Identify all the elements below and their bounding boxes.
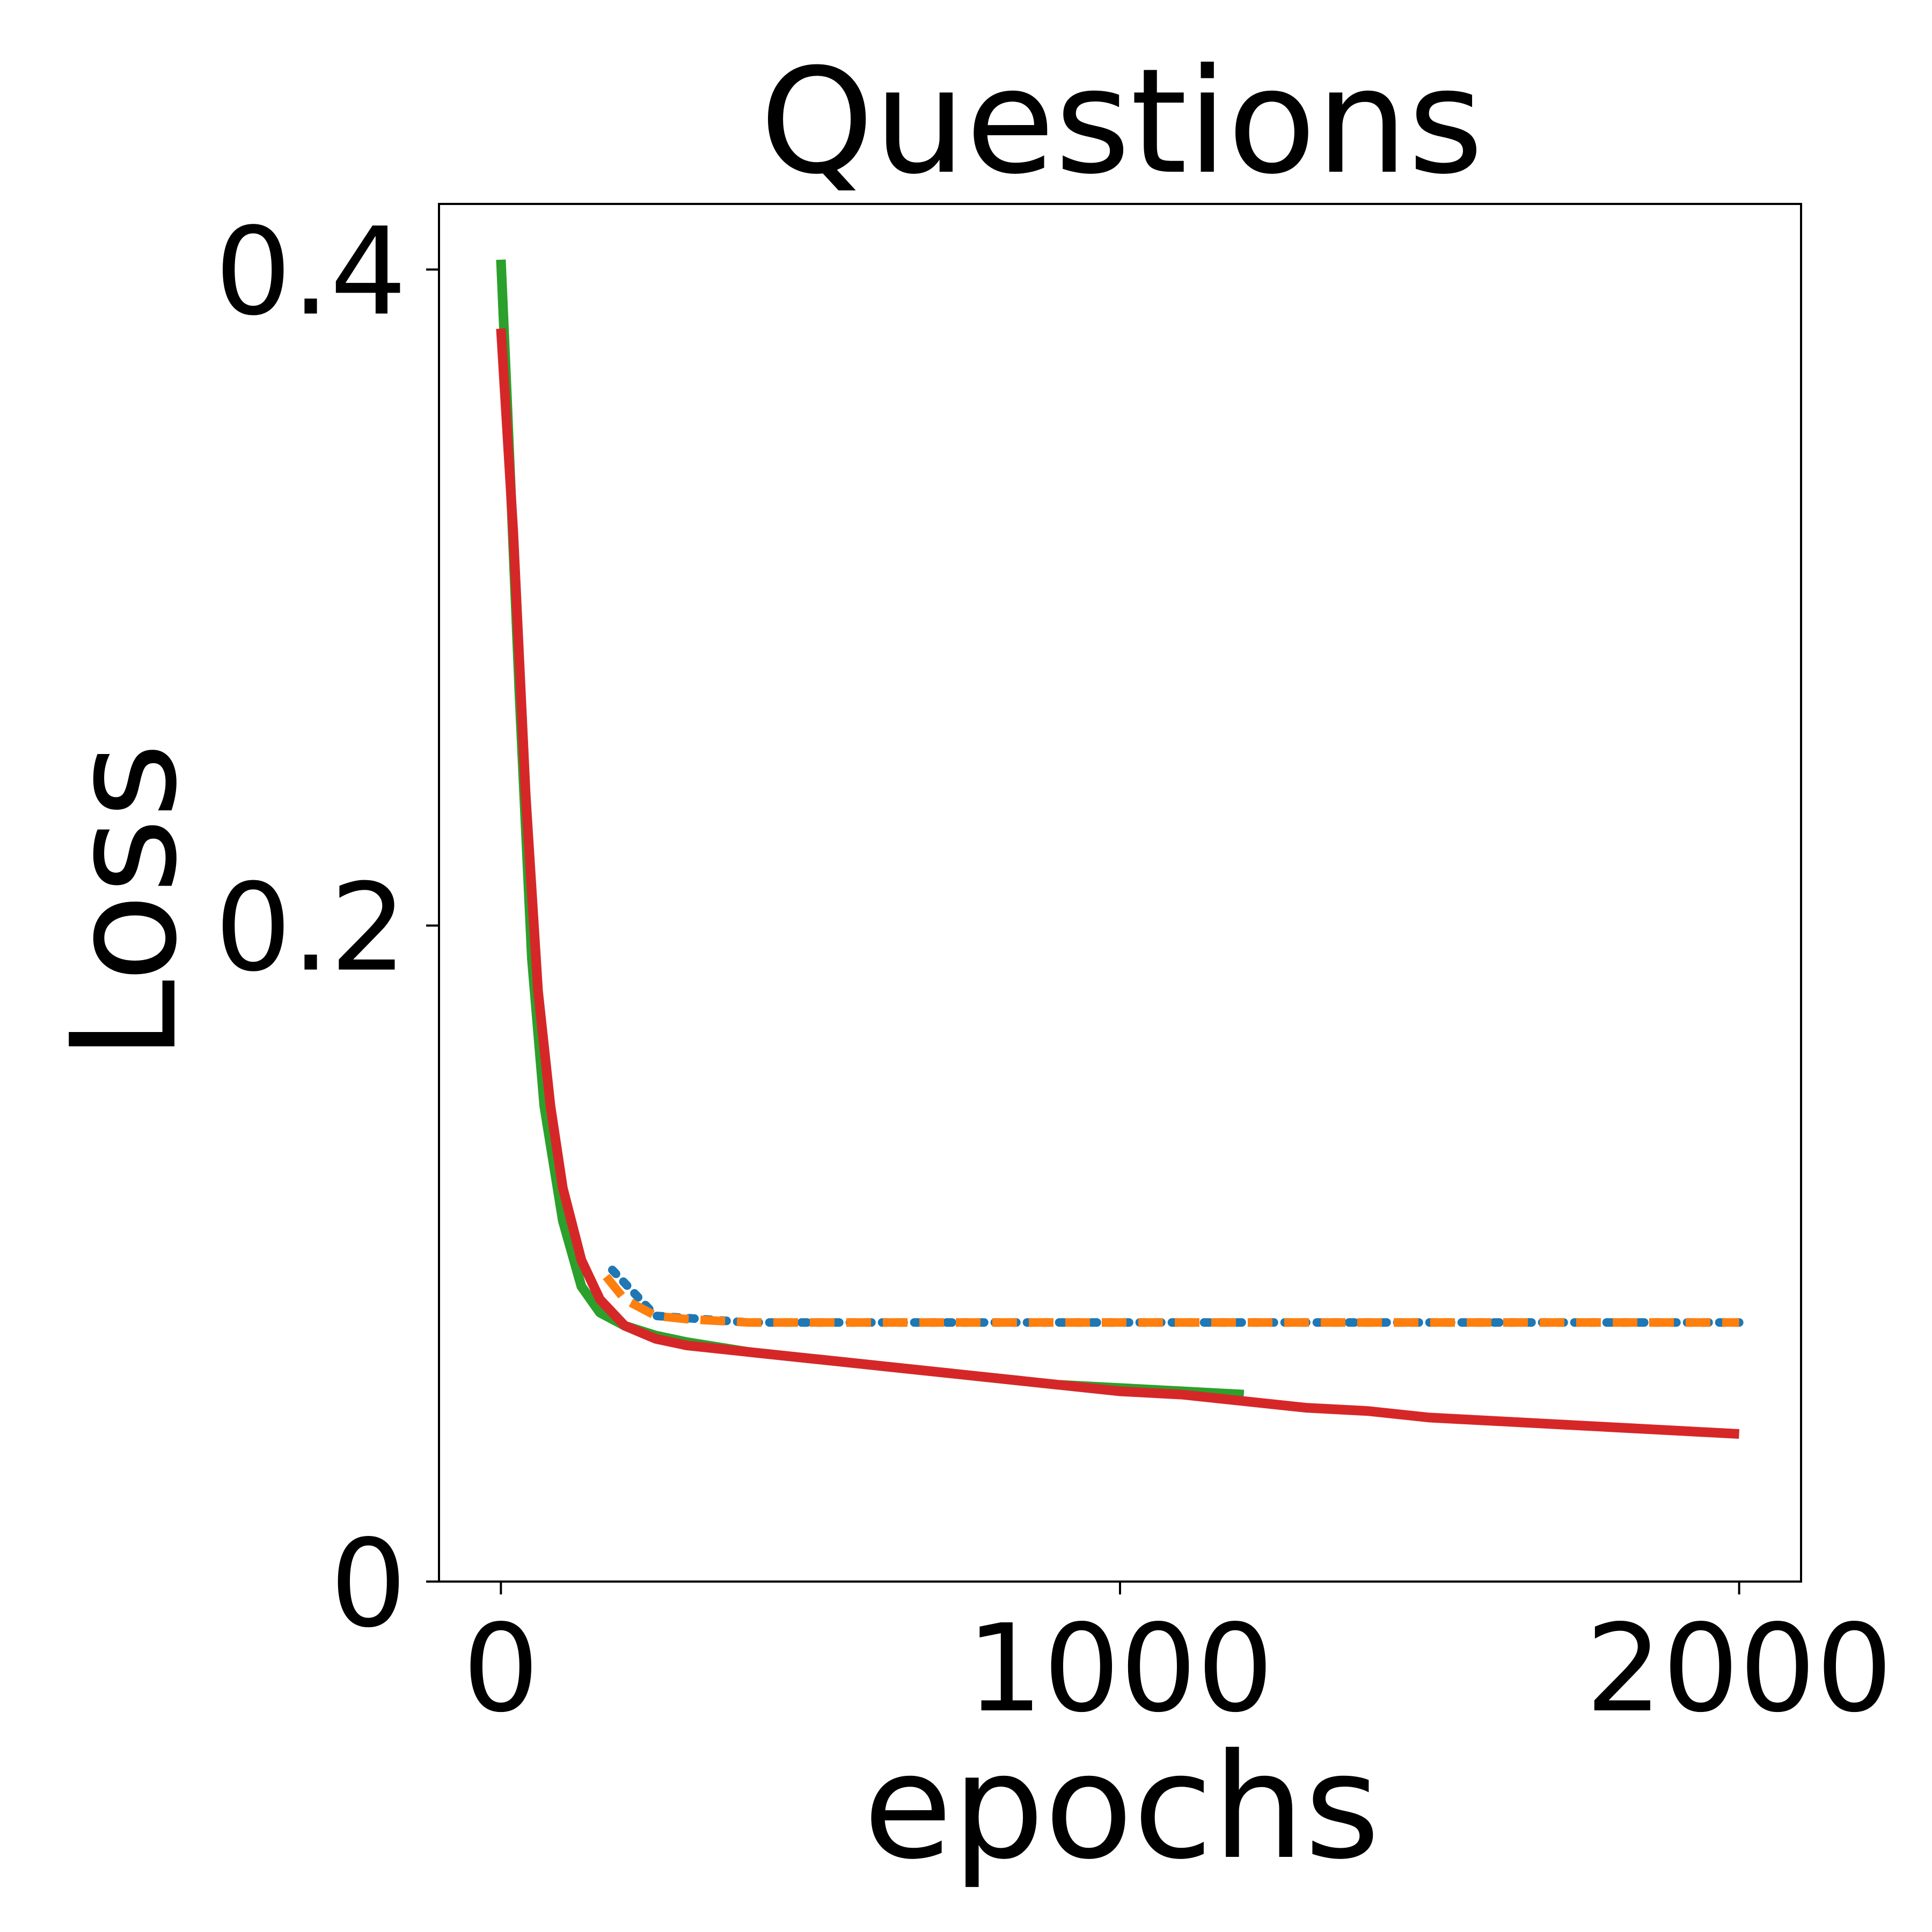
series-line-3 xyxy=(496,259,1245,1400)
plot-frame xyxy=(438,203,1802,1583)
axes: 0 1000 2000 0 0.2 0.4 xyxy=(215,202,1893,1739)
x-axis-label: epochs xyxy=(863,1722,1380,1891)
x-tick-label: 2000 xyxy=(1585,1599,1893,1739)
y-tick-label: 0 xyxy=(330,1514,407,1655)
series-line-1 xyxy=(608,1265,1744,1327)
x-tick-label: 1000 xyxy=(967,1599,1274,1739)
series-line-4 xyxy=(496,328,1740,1439)
series-line-2 xyxy=(603,1274,1739,1327)
y-axis-label: Loss xyxy=(40,743,209,1060)
chart-title: Questions xyxy=(760,37,1483,206)
plot-area xyxy=(496,259,1744,1439)
x-tick-label: 0 xyxy=(463,1599,539,1739)
y-tick-label: 0.4 xyxy=(215,202,407,342)
y-tick-label: 0.2 xyxy=(215,858,407,999)
